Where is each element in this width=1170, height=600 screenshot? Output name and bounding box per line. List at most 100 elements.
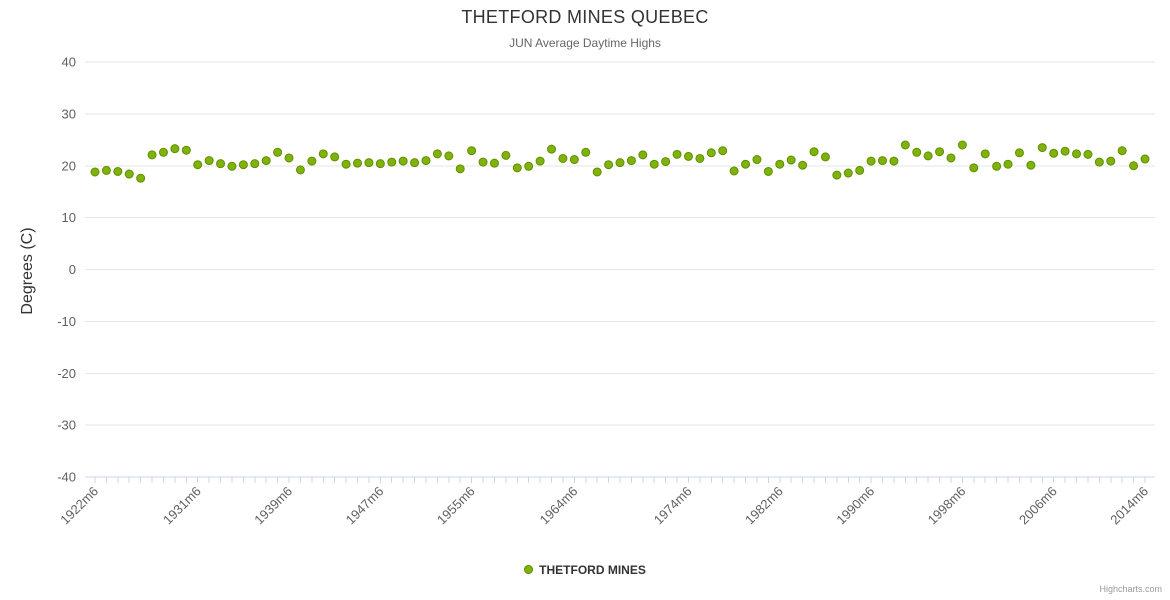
data-point[interactable]	[592, 167, 602, 177]
data-point[interactable]	[912, 147, 922, 157]
data-point[interactable]	[90, 167, 100, 177]
x-axis-tick-label: 2006m6	[1016, 484, 1060, 528]
data-point[interactable]	[1129, 161, 1139, 171]
data-point[interactable]	[569, 155, 579, 165]
data-point[interactable]	[273, 147, 283, 157]
data-point[interactable]	[261, 156, 271, 166]
data-point[interactable]	[467, 146, 477, 156]
data-point[interactable]	[672, 149, 682, 159]
data-point[interactable]	[957, 140, 967, 150]
data-point[interactable]	[1072, 149, 1082, 159]
data-point[interactable]	[763, 166, 773, 176]
data-point[interactable]	[661, 157, 671, 167]
data-point[interactable]	[455, 164, 465, 174]
data-point[interactable]	[170, 144, 180, 154]
data-point[interactable]	[524, 161, 534, 171]
data-point[interactable]	[489, 158, 499, 168]
data-point[interactable]	[1106, 156, 1116, 166]
data-point[interactable]	[980, 149, 990, 159]
data-point[interactable]	[478, 157, 488, 167]
data-point[interactable]	[718, 146, 728, 156]
data-point[interactable]	[581, 147, 591, 157]
data-point[interactable]	[330, 152, 340, 162]
data-point[interactable]	[992, 161, 1002, 171]
data-point[interactable]	[638, 150, 648, 160]
data-point[interactable]	[866, 156, 876, 166]
x-axis-tick-label: 1947m6	[343, 484, 387, 528]
data-point[interactable]	[101, 165, 111, 175]
data-point[interactable]	[832, 170, 842, 180]
data-point[interactable]	[375, 159, 385, 169]
data-point[interactable]	[547, 144, 557, 154]
data-point[interactable]	[136, 173, 146, 183]
data-point[interactable]	[878, 156, 887, 166]
data-point[interactable]	[295, 165, 305, 175]
data-point[interactable]	[387, 157, 397, 167]
data-point[interactable]	[238, 160, 248, 170]
data-point[interactable]	[1037, 143, 1047, 153]
data-point[interactable]	[364, 158, 374, 168]
data-point[interactable]	[284, 153, 294, 163]
data-point[interactable]	[318, 149, 328, 159]
data-point[interactable]	[444, 151, 454, 161]
data-point[interactable]	[843, 168, 853, 178]
data-point[interactable]	[204, 156, 214, 166]
data-point[interactable]	[1026, 160, 1036, 170]
data-point[interactable]	[729, 166, 739, 176]
data-point[interactable]	[1003, 159, 1013, 169]
data-point[interactable]	[775, 159, 785, 169]
data-point[interactable]	[969, 163, 979, 173]
data-point[interactable]	[421, 156, 431, 166]
data-point[interactable]	[250, 159, 260, 169]
data-point[interactable]	[1140, 154, 1150, 164]
data-point[interactable]	[923, 151, 933, 161]
x-axis-tick-label: 1955m6	[434, 484, 478, 528]
data-point[interactable]	[820, 152, 830, 162]
data-point[interactable]	[809, 147, 819, 157]
data-point[interactable]	[946, 153, 956, 163]
data-point[interactable]	[535, 156, 545, 166]
data-point[interactable]	[649, 159, 659, 169]
data-point[interactable]	[900, 140, 910, 150]
data-point[interactable]	[512, 163, 522, 173]
data-point[interactable]	[1117, 146, 1127, 156]
data-point[interactable]	[307, 156, 317, 166]
data-point[interactable]	[124, 169, 134, 179]
data-point[interactable]	[786, 155, 796, 165]
data-point[interactable]	[181, 145, 191, 155]
data-point[interactable]	[695, 153, 705, 163]
data-point[interactable]	[935, 147, 945, 157]
data-point[interactable]	[147, 150, 157, 160]
data-point[interactable]	[398, 156, 408, 166]
data-point[interactable]	[1094, 157, 1104, 167]
data-point[interactable]	[889, 156, 899, 166]
data-point[interactable]	[1049, 148, 1059, 158]
data-point[interactable]	[1060, 146, 1070, 156]
data-point[interactable]	[1014, 148, 1024, 158]
data-point[interactable]	[683, 151, 693, 161]
data-point[interactable]	[558, 153, 568, 163]
data-point[interactable]	[615, 158, 625, 168]
data-point[interactable]	[626, 156, 636, 166]
data-point[interactable]	[1083, 149, 1093, 159]
data-point[interactable]	[158, 147, 168, 157]
data-point[interactable]	[752, 155, 762, 165]
data-point[interactable]	[706, 148, 716, 158]
data-point[interactable]	[410, 158, 420, 168]
data-point[interactable]	[193, 160, 203, 170]
data-point[interactable]	[113, 166, 123, 176]
legend-item-thetford-mines[interactable]: THETFORD MINES	[524, 563, 646, 577]
data-point[interactable]	[227, 161, 237, 171]
data-point[interactable]	[604, 160, 614, 170]
data-point[interactable]	[216, 159, 226, 169]
highcharts-credits-link[interactable]: Highcharts.com	[1099, 584, 1162, 594]
data-point[interactable]	[855, 165, 865, 175]
data-point[interactable]	[741, 159, 751, 169]
data-point[interactable]	[501, 150, 511, 160]
data-point[interactable]	[341, 159, 351, 169]
y-axis-tick-label: -30	[57, 418, 76, 433]
data-point[interactable]	[798, 160, 808, 170]
data-point[interactable]	[353, 158, 362, 168]
data-point[interactable]	[432, 149, 442, 159]
